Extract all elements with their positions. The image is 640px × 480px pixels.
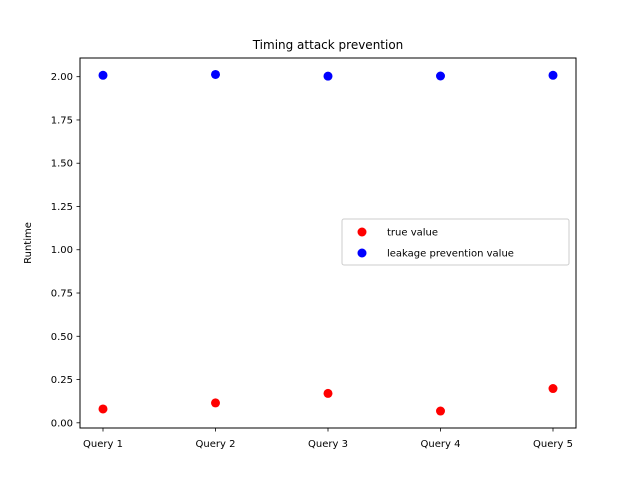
x-tick-label: Query 2 [196,439,236,450]
plot-frame [79,57,577,429]
legend-label-leakage-prevention-value: leakage prevention value [387,249,514,260]
y-tick-label: 0.50 [51,332,73,343]
point-leakage-prevention-value-5 [548,70,558,80]
legend-marker-leakage-prevention-value [357,248,367,258]
point-true-value-3 [323,388,333,398]
point-true-value-1 [98,404,108,414]
y-tick-label: 0.75 [51,289,73,300]
y-tick-label: 1.00 [51,245,73,256]
point-true-value-4 [436,406,445,416]
y-tick-label: 0.25 [51,375,73,386]
point-true-value-2 [211,398,220,408]
y-tick-label: 2.00 [51,72,73,83]
point-leakage-prevention-value-1 [98,70,108,80]
point-true-value-5 [548,384,558,394]
y-axis-ticks: 0.00 0.25 0.50 0.75 1.00 1.25 1.50 1.75 2.00 [51,72,80,429]
y-tick-label: 1.25 [51,202,73,213]
y-tick-label: 1.50 [51,159,73,170]
point-leakage-prevention-value-2 [211,69,220,79]
y-axis-label: Runtime [23,222,34,264]
legend-marker-true-value [357,227,367,237]
legend: true value leakage prevention value [341,218,570,266]
chart-title: Timing attack prevention [252,38,404,52]
x-tick-label: Query 1 [83,439,123,450]
x-tick-label: Query 3 [308,439,348,450]
y-tick-label: 0.00 [51,418,73,429]
x-tick-label: Query 5 [533,439,573,450]
data-points [98,69,558,416]
legend-label-true-value: true value [387,228,438,239]
point-leakage-prevention-value-4 [436,71,445,81]
point-leakage-prevention-value-3 [323,71,333,81]
x-axis-ticks: Query 1 Query 2 Query 3 Query 4 Query 5 [83,428,573,450]
x-tick-label: Query 4 [421,439,461,450]
y-tick-label: 1.75 [51,115,73,126]
legend-box [341,218,570,266]
